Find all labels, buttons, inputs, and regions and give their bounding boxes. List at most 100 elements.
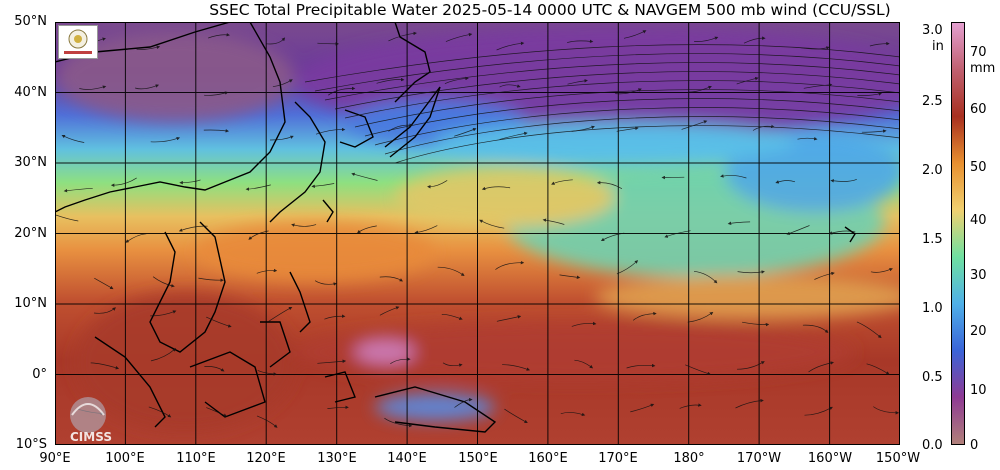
colorbar-mm-tick-60: 60 <box>970 102 987 117</box>
wind-streamline <box>327 405 349 410</box>
wind-streamline <box>179 179 201 185</box>
wind-streamline <box>596 180 623 190</box>
wind-streamline <box>204 91 229 96</box>
chart-title: SSEC Total Precipitable Water 2025-05-14… <box>209 1 891 19</box>
colorbar-mm-tick-70: 70 <box>970 45 987 60</box>
lon-label-90e: 90°E <box>39 451 71 466</box>
wind-streamline <box>551 179 573 185</box>
wind-streamline <box>63 187 93 193</box>
wind-streamline <box>504 408 528 424</box>
colorbar-mm-tick-50: 50 <box>970 160 987 175</box>
wind-streamline <box>495 260 525 270</box>
wind-streamline <box>148 406 172 418</box>
wind-streamline <box>206 407 228 417</box>
lon-label-160e: 160°E <box>528 451 568 466</box>
jet-streamline <box>394 125 900 164</box>
jet-streamline <box>374 107 900 146</box>
wind-streamline <box>685 364 711 376</box>
wind-streamline <box>376 77 405 84</box>
wind-streamline <box>802 324 829 334</box>
wind-streamline <box>736 361 765 370</box>
colorbar <box>951 22 965 445</box>
cimss-logo-icon: CIMSS <box>58 393 130 445</box>
wind-streamline <box>775 180 796 184</box>
wind-streamline <box>664 230 691 238</box>
wind-streamline <box>866 363 890 375</box>
lon-label-150e: 150°E <box>458 451 498 466</box>
wind-streamline <box>632 311 657 321</box>
jet-streamline <box>304 44 900 83</box>
wind-streamline <box>178 225 208 232</box>
wind-streamline <box>268 306 293 322</box>
wind-streamline <box>803 83 833 89</box>
lat-label-10n: 10°N <box>14 296 47 311</box>
wind-streamline <box>566 39 594 44</box>
wind-streamline <box>559 274 581 280</box>
lat-label-0: 0° <box>32 367 47 382</box>
wind-streamline <box>857 92 882 97</box>
wind-streamline <box>110 177 137 187</box>
lon-label-110e: 110°E <box>176 451 216 466</box>
wind-streamline <box>560 412 586 417</box>
wind-streamline <box>869 41 890 47</box>
wind-streamline <box>828 230 856 235</box>
wind-streamline <box>736 76 759 85</box>
wind-streamline <box>125 233 147 243</box>
lat-label-20n: 20°N <box>14 226 47 241</box>
wind-streamline <box>256 415 278 428</box>
lat-label-30n: 30°N <box>14 155 47 170</box>
tpw-map <box>55 22 900 445</box>
ssec-logo-icon <box>58 25 98 59</box>
wind-streamline <box>861 129 887 133</box>
wind-streamline <box>272 79 293 88</box>
wind-streamline <box>615 88 642 95</box>
wind-streamline <box>79 85 107 90</box>
wind-streamline <box>687 311 714 323</box>
lat-label-50n: 50°N <box>14 14 47 29</box>
wind-streamline <box>623 30 647 39</box>
wind-streamline <box>269 135 294 141</box>
jet-streamline <box>354 89 900 128</box>
wind-streamline <box>390 357 411 365</box>
wind-streamline <box>727 221 751 225</box>
wind-streamline <box>245 184 271 191</box>
wind-streamline <box>351 172 378 181</box>
lat-label-10s: 10°S <box>15 437 47 452</box>
lon-label-170e: 170°E <box>598 451 638 466</box>
wind-streamline <box>203 129 230 133</box>
wind-streamline <box>324 314 346 320</box>
wind-streamline <box>150 310 177 317</box>
lat-label-40n: 40°N <box>14 85 47 100</box>
wind-streamline <box>384 417 413 428</box>
wind-streamline <box>94 277 114 290</box>
wind-streamline <box>742 321 770 327</box>
wind-streamline <box>256 268 278 274</box>
colorbar-inch-tick-1-5: 1.5 <box>922 232 943 247</box>
wind-streamline <box>502 364 531 371</box>
lon-label-100e: 100°E <box>105 451 145 466</box>
wind-streamline <box>444 76 469 85</box>
wind-streamline <box>496 41 525 51</box>
jet-streamline <box>324 62 900 101</box>
wind-streamline <box>379 276 403 282</box>
wind-streamline <box>152 276 175 288</box>
wind-streamline <box>737 270 765 274</box>
wind-streamline <box>257 370 278 376</box>
wind-streamline <box>414 225 438 235</box>
wind-streamline <box>808 361 835 373</box>
wind-streamline <box>314 280 338 286</box>
wind-streamline <box>61 134 85 143</box>
wind-streamline <box>873 406 900 415</box>
wind-streamline <box>496 315 522 322</box>
wind-streamline <box>134 84 160 90</box>
colorbar-inch-tick-0-5: 0.5 <box>922 370 943 385</box>
wind-streamline <box>735 398 764 409</box>
wind-streamline <box>804 406 833 416</box>
wind-streamline <box>206 316 232 328</box>
wind-streamline <box>248 230 269 240</box>
wind-streamline <box>311 183 335 189</box>
wind-streamline <box>830 178 857 183</box>
wind-streamline <box>689 85 712 93</box>
lon-label-140e: 140°E <box>387 451 427 466</box>
wind-streamline <box>317 42 340 46</box>
